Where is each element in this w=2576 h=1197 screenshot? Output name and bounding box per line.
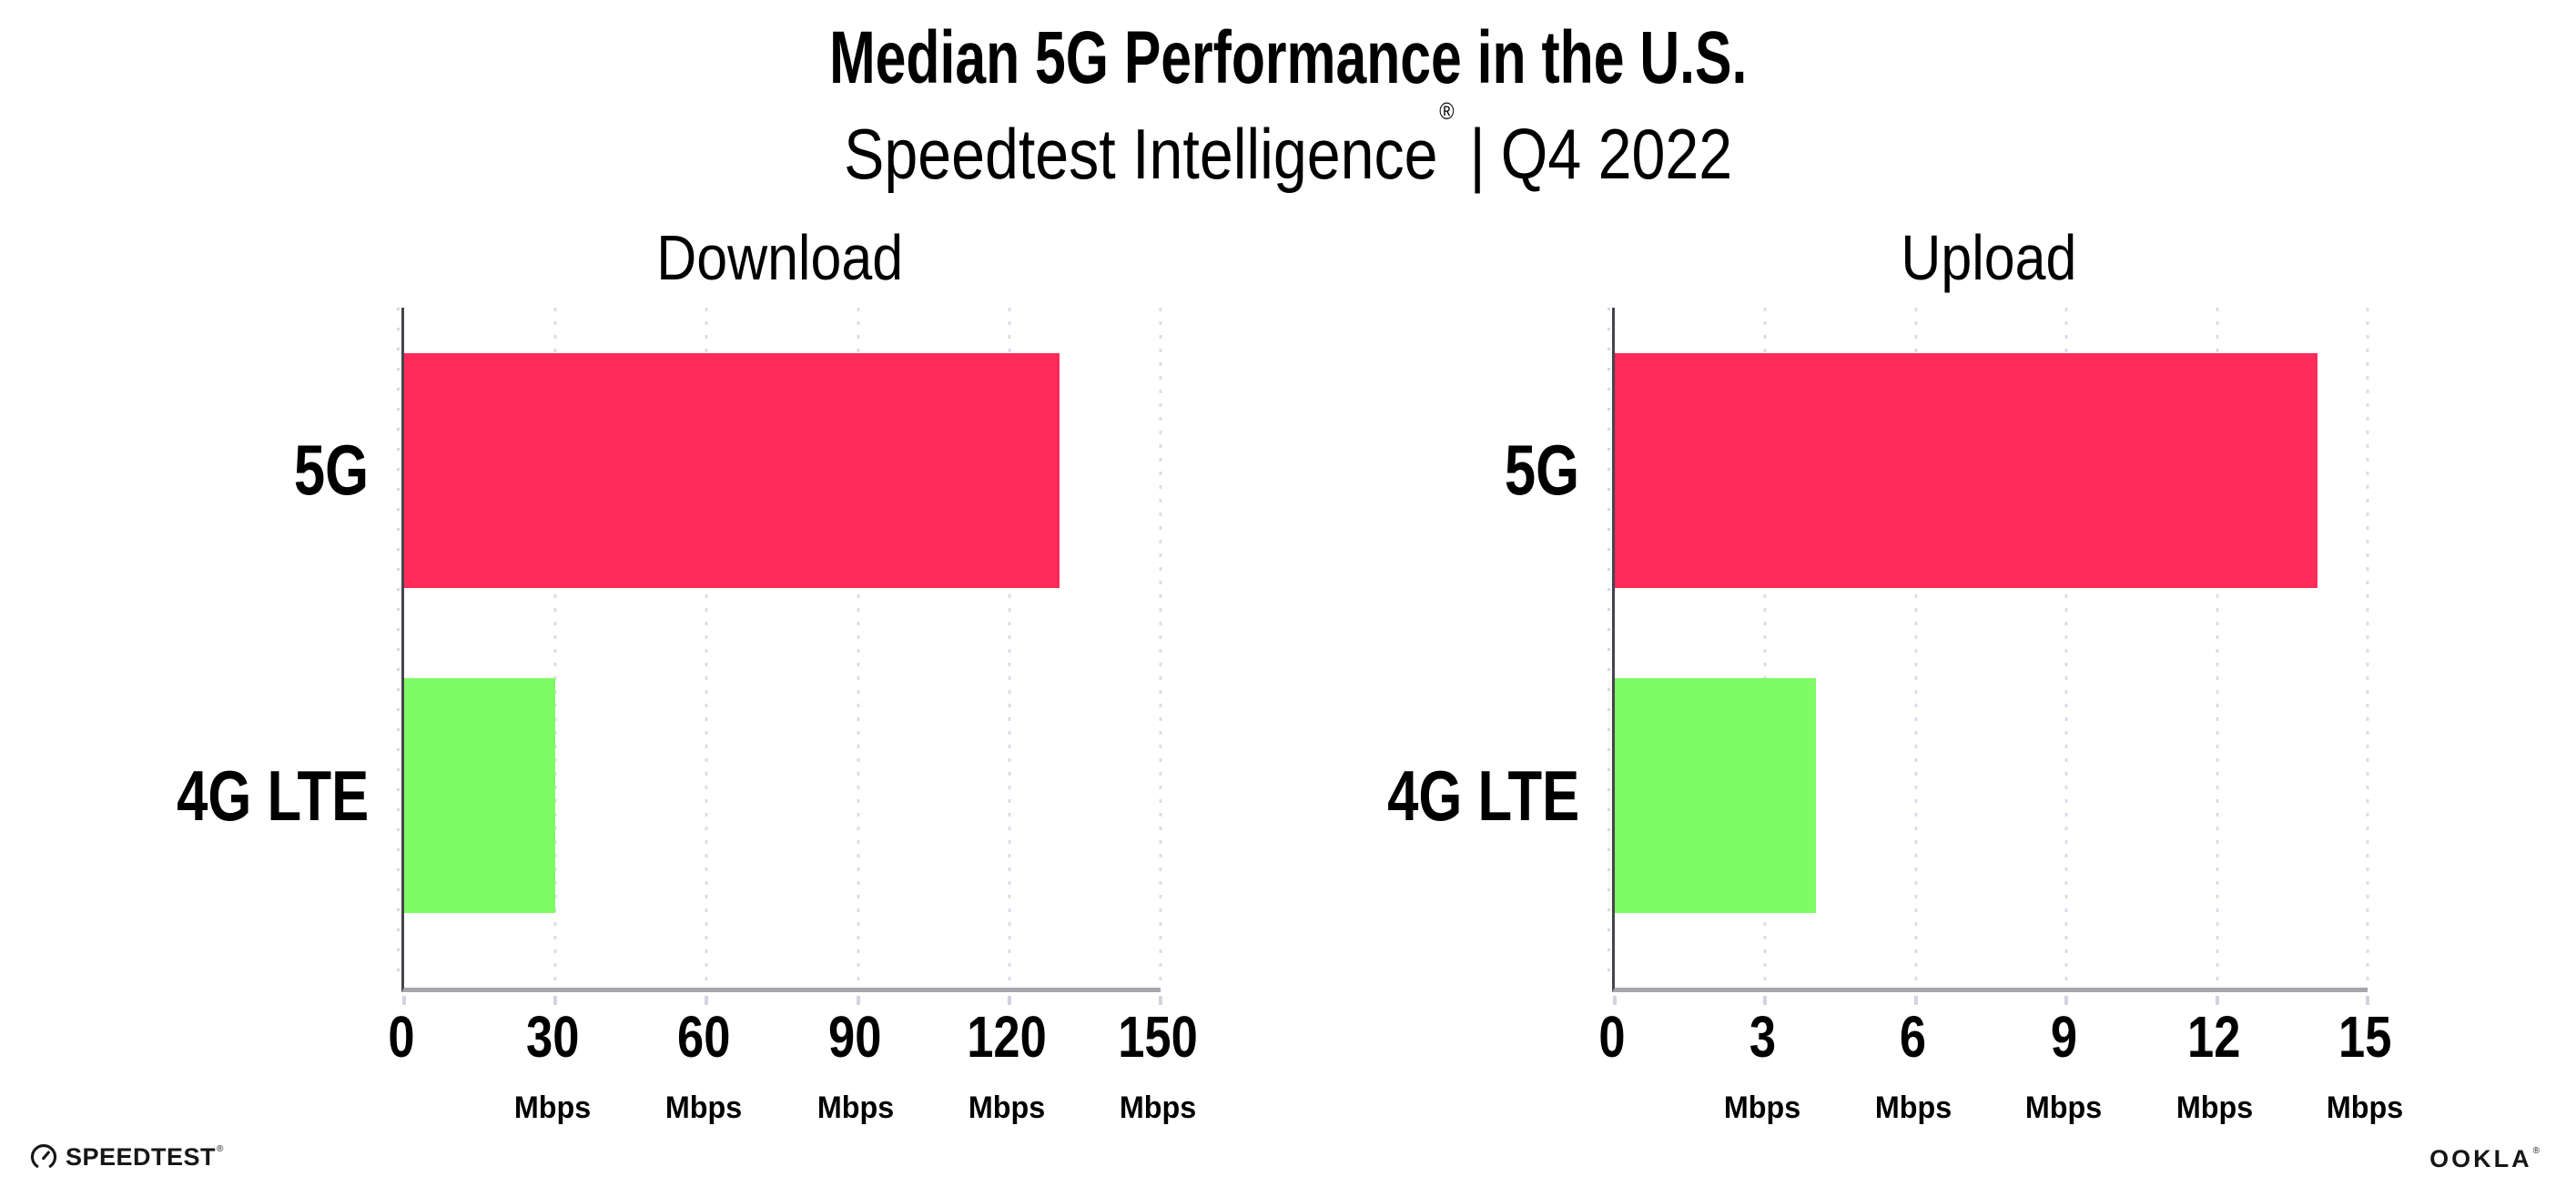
axis-tick-mark-60 xyxy=(705,996,709,1005)
x-tick-unit: Mbps xyxy=(1119,1090,1197,1125)
subtitle-separator: | xyxy=(1469,114,1486,194)
upload-bar-5g xyxy=(1615,353,2317,589)
x-tick-value: 30 xyxy=(526,1004,580,1070)
x-tick-unit: Mbps xyxy=(2175,1090,2253,1125)
subtitle-period: Q4 2022 xyxy=(1500,114,1732,194)
x-tick-120: 120 Mbps xyxy=(958,1004,1055,1132)
y-axis-labels: 5G 4G LTE xyxy=(68,308,369,988)
x-axis-ticks: 0 3 Mbps 6 Mbps 9 Mbps 12 Mbps 15 Mbps xyxy=(1598,1004,2403,1132)
x-tick-value: 150 xyxy=(1118,1004,1198,1070)
page-title-text: Median 5G Performance in the U.S. xyxy=(828,16,1748,99)
gridline-150 xyxy=(1159,308,1162,988)
x-tick-60: 60 Mbps xyxy=(664,1004,745,1132)
page-title: Median 5G Performance in the U.S. xyxy=(0,15,2576,117)
download-bar-5g xyxy=(404,353,1060,589)
page-subtitle-text: Speedtest Intelligence® | Q4 2022 xyxy=(843,97,1732,199)
x-tick-unit: Mbps xyxy=(514,1090,592,1125)
category-label-4g-lte: 4G LTE xyxy=(176,756,369,836)
y-axis-labels: 5G 4G LTE xyxy=(1279,308,1579,988)
axis-tick-mark-0 xyxy=(402,996,406,1005)
x-tick-unit: Mbps xyxy=(2025,1090,2103,1125)
gridline-90 xyxy=(857,308,860,988)
x-tick-0: 0 xyxy=(1596,1004,1628,1086)
category-label-4g-lte: 4G LTE xyxy=(1386,756,1579,836)
x-tick-unit: Mbps xyxy=(1874,1090,1952,1125)
gridline-60 xyxy=(705,308,708,988)
ookla-logo: OOKLA ® xyxy=(2429,1143,2540,1174)
y-label-4g-lte: 4G LTE xyxy=(68,753,369,838)
y-label-5g: 5G xyxy=(1279,427,1579,512)
x-tick-value: 3 xyxy=(1749,1004,1776,1070)
x-tick-value: 6 xyxy=(1900,1004,1927,1070)
ookla-registered-mark: ® xyxy=(2532,1145,2540,1156)
x-tick-unit: Mbps xyxy=(816,1090,894,1125)
x-tick-unit: Mbps xyxy=(2326,1090,2404,1125)
axis-tick-mark-90 xyxy=(856,996,860,1005)
page-subtitle: Speedtest Intelligence® | Q4 2022 xyxy=(0,97,2576,220)
gridline-12 xyxy=(2216,308,2219,988)
gridline-9 xyxy=(2064,308,2068,988)
upload-bar-4g-lte xyxy=(1615,678,1816,914)
x-tick-12: 12 Mbps xyxy=(2174,1004,2255,1132)
gridline-120 xyxy=(1008,308,1011,988)
upload-chart-title: Upload xyxy=(1612,218,2365,312)
x-tick-value: 9 xyxy=(2050,1004,2077,1070)
x-tick-unit: Mbps xyxy=(968,1090,1045,1125)
download-bar-4g-lte xyxy=(404,678,556,914)
y-label-5g: 5G xyxy=(68,427,369,512)
download-chart-title-text: Download xyxy=(656,222,903,293)
x-tick-value: 60 xyxy=(677,1004,731,1070)
x-tick-value: 90 xyxy=(828,1004,882,1070)
x-tick-15: 15 Mbps xyxy=(2325,1004,2406,1132)
speedtest-wordmark: SPEEDTEST xyxy=(66,1142,217,1171)
speedtest-registered-mark: ® xyxy=(217,1143,224,1154)
gridline-3 xyxy=(1763,308,1767,988)
upload-chart-title-text: Upload xyxy=(1900,222,2076,293)
axis-tick-mark-3 xyxy=(1763,996,1768,1005)
x-tick-30: 30 Mbps xyxy=(512,1004,593,1132)
gridline-6 xyxy=(1914,308,1918,988)
axis-tick-mark-12 xyxy=(2215,996,2219,1005)
axis-tick-mark-6 xyxy=(1913,996,1918,1005)
axis-tick-mark-9 xyxy=(2064,996,2069,1005)
gridline-30 xyxy=(553,308,557,988)
download-chart-title: Download xyxy=(401,218,1158,312)
speedometer-gauge-icon xyxy=(30,1143,57,1168)
x-axis-ticks: 0 30 Mbps 60 Mbps 90 Mbps 120 Mbps 150 Mbps xyxy=(388,1004,1197,1132)
x-tick-unit: Mbps xyxy=(665,1090,743,1125)
speedtest-logo: SPEEDTEST ® xyxy=(30,1140,223,1174)
x-tick-3: 3 Mbps xyxy=(1722,1004,1803,1132)
subtitle-brand: Speedtest Intelligence xyxy=(843,114,1438,194)
axis-tick-mark-150 xyxy=(1159,996,1162,1005)
x-tick-0: 0 xyxy=(385,1004,418,1086)
plot-area xyxy=(1607,308,2369,1005)
x-tick-unit: Mbps xyxy=(1724,1090,1801,1125)
axis-tick-mark-0 xyxy=(1613,996,1617,1005)
x-tick-150: 150 Mbps xyxy=(1110,1004,1207,1132)
x-tick-90: 90 Mbps xyxy=(815,1004,896,1132)
plot-area xyxy=(397,308,1162,1005)
category-label-5g: 5G xyxy=(293,430,369,510)
upload-chart: Upload 5G 4G LTE 0 3 Mbps 6 Mbps 9 Mbps 12 Mbps 15… xyxy=(1387,218,2403,1132)
subtitle-registered-mark: ® xyxy=(1439,97,1455,125)
download-chart: Download 5G 4G LTE 0 30 Mbps 60 Mbps 90 Mbps 120… xyxy=(177,218,1198,1132)
category-label-5g: 5G xyxy=(1504,430,1579,510)
x-tick-9: 9 Mbps xyxy=(2023,1004,2104,1132)
x-tick-6: 6 Mbps xyxy=(1872,1004,1953,1132)
y-label-4g-lte: 4G LTE xyxy=(1279,753,1579,838)
x-tick-value: 0 xyxy=(388,1004,415,1070)
ookla-wordmark: OOKLA xyxy=(2429,1144,2532,1172)
x-tick-value: 12 xyxy=(2187,1004,2241,1070)
axis-tick-mark-120 xyxy=(1007,996,1011,1005)
x-tick-value: 15 xyxy=(2338,1004,2392,1070)
axis-tick-mark-30 xyxy=(553,996,558,1005)
axis-tick-mark-15 xyxy=(2366,996,2369,1005)
gridline-15 xyxy=(2366,308,2369,988)
x-tick-value: 0 xyxy=(1598,1004,1626,1070)
x-tick-value: 120 xyxy=(967,1004,1047,1070)
